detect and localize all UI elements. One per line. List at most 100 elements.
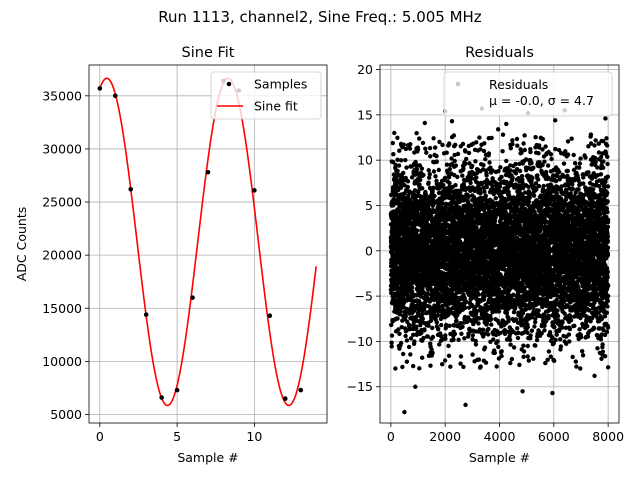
residual-point — [401, 142, 406, 147]
residual-point — [391, 152, 396, 157]
residual-point — [468, 180, 473, 186]
residual-point — [489, 322, 494, 327]
residual-point — [441, 182, 446, 188]
sample-point — [97, 86, 103, 91]
residual-point — [506, 317, 511, 322]
residual-point — [408, 336, 414, 341]
y-tick-label: 35000 — [42, 88, 82, 103]
residual-point — [390, 159, 396, 165]
residual-point — [453, 142, 458, 147]
residual-point — [478, 364, 483, 369]
residual-point — [395, 135, 400, 140]
residual-point — [508, 146, 513, 151]
residual-point — [424, 150, 429, 155]
sample-point — [128, 186, 134, 192]
residual-point — [458, 354, 464, 359]
residual-point — [401, 170, 406, 176]
residual-point — [504, 158, 509, 164]
residual-point — [398, 309, 403, 314]
residual-point — [430, 325, 435, 331]
y-tick-label: 15000 — [42, 301, 82, 316]
residual-point — [451, 337, 456, 342]
residual-point — [414, 167, 420, 172]
residual-point — [481, 148, 487, 154]
residual-point — [509, 356, 515, 362]
residual-point — [403, 333, 408, 339]
residual-point — [419, 166, 425, 171]
residual-point — [403, 146, 409, 152]
residual-point — [453, 183, 458, 188]
sine-fit-title: Sine Fit — [182, 45, 235, 61]
residual-point — [521, 343, 526, 348]
y-tick-label: 5000 — [50, 407, 82, 422]
residual-point — [406, 193, 411, 198]
figure-suptitle: Run 1113, channel2, Sine Freq.: 5.005 MH… — [158, 8, 482, 26]
residual-point — [412, 339, 417, 344]
residual-point — [515, 143, 520, 148]
sample-point — [159, 395, 164, 400]
residual-point — [446, 353, 452, 358]
residual-point — [395, 316, 400, 321]
residual-point — [435, 313, 441, 318]
residual-point — [506, 189, 511, 195]
y-tick-label: 30000 — [42, 141, 82, 156]
residual-point — [515, 335, 521, 341]
residual-point — [511, 345, 517, 350]
residual-point — [498, 165, 503, 170]
sample-point — [282, 396, 288, 401]
x-tick-label: 8000 — [592, 429, 624, 444]
residual-point — [446, 343, 451, 349]
residual-point — [480, 327, 486, 332]
residual-point — [411, 363, 416, 369]
residual-point — [497, 184, 503, 189]
residual-point — [470, 163, 475, 169]
residual-point — [396, 327, 401, 332]
residual-point — [420, 186, 425, 191]
residual-point — [515, 326, 520, 331]
residual-point — [486, 326, 491, 332]
y-tick-label: −5 — [355, 289, 373, 304]
residual-point — [488, 316, 494, 322]
residual-point — [389, 322, 394, 328]
residual-point — [428, 154, 433, 159]
residual-point — [513, 161, 518, 167]
residual-point — [484, 173, 489, 178]
residual-point — [474, 175, 479, 180]
sine-fit-axes: 0 5 105000100001500020000250003000035000Si… — [14, 45, 328, 465]
residual-point — [493, 196, 498, 201]
legend-box — [210, 71, 322, 120]
residual-point — [434, 159, 439, 164]
residual-point — [404, 306, 410, 312]
x-tick-label: 0 — [96, 429, 104, 444]
residual-point — [510, 138, 515, 143]
residual-point — [389, 340, 394, 345]
y-tick-label: 0 — [365, 243, 373, 258]
sample-point — [112, 93, 118, 99]
residual-point — [414, 228, 420, 233]
residual-point — [492, 350, 497, 356]
residual-point — [444, 150, 449, 155]
residual-point — [412, 188, 418, 193]
residual-point — [520, 311, 526, 316]
residual-point — [431, 169, 437, 174]
residual-point — [483, 157, 488, 162]
x-tick-label: 6000 — [538, 429, 570, 444]
residual-point — [455, 174, 460, 180]
residual-point — [420, 140, 426, 146]
y-tick-label: 5 — [365, 198, 373, 213]
residual-point — [460, 141, 466, 147]
y-tick-label: 20000 — [42, 248, 82, 263]
residual-point — [499, 174, 504, 180]
residual-point — [433, 174, 438, 179]
residual-point — [461, 364, 466, 370]
residual-point — [409, 175, 415, 180]
residual-point — [440, 142, 445, 148]
residual-point — [405, 179, 411, 184]
residual-point — [415, 147, 421, 152]
residual-point — [483, 360, 489, 365]
residual-point — [434, 320, 439, 325]
sample-point — [252, 188, 257, 193]
residual-point — [510, 141, 515, 147]
legend-label-samples: Samples — [254, 77, 307, 92]
residual-point — [434, 153, 439, 159]
